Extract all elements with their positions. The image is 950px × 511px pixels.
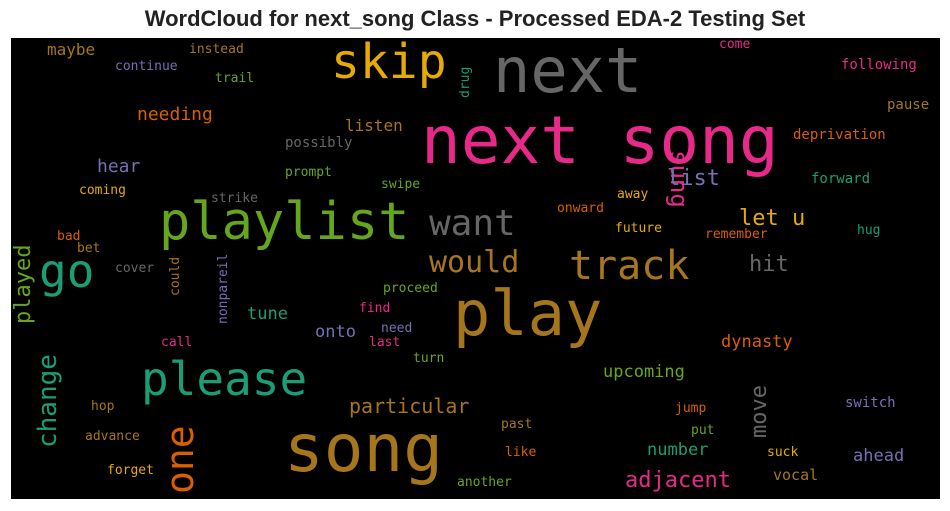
cloud-word-switch: switch — [845, 395, 896, 411]
cloud-word-bad: bad — [57, 229, 81, 244]
cloud-word-coming: coming — [79, 183, 126, 198]
cloud-word-hug: hug — [857, 223, 881, 238]
cloud-word-drug: drug — [458, 66, 473, 98]
cloud-word-onto: onto — [315, 322, 356, 342]
cloud-word-another: another — [457, 475, 512, 490]
cloud-word-continue: continue — [115, 59, 178, 74]
cloud-word-jump: jump — [675, 401, 707, 416]
cloud-word-next: next — [493, 38, 643, 107]
cloud-word-prompt: prompt — [285, 165, 332, 180]
word-cloud-canvas: next song next song play playlist please skip g… — [11, 38, 940, 499]
cloud-word-future: future — [615, 221, 662, 236]
cloud-word-would: would — [429, 245, 520, 280]
cloud-word-let-u: let u — [739, 206, 806, 231]
cloud-word-next-song: next song — [421, 102, 779, 179]
cloud-word-change: change — [33, 354, 63, 448]
cloud-word-played: played — [11, 244, 36, 324]
chart-title: WordCloud for next_song Class - Processe… — [144, 6, 806, 31]
cloud-word-please: please — [141, 352, 308, 406]
cloud-word-away: away — [617, 187, 649, 202]
cloud-word-forward: forward — [811, 171, 871, 187]
cloud-word-put: put — [691, 423, 715, 438]
cloud-word-song: song — [284, 410, 443, 487]
cloud-word-come: come — [719, 38, 751, 52]
cloud-word-bet: bet — [77, 241, 101, 256]
cloud-word-forget: forget — [107, 463, 154, 478]
cloud-word-find: find — [359, 301, 391, 316]
cloud-word-need: need — [381, 321, 413, 336]
cloud-word-list: list — [667, 166, 720, 191]
cloud-word-dynasty: dynasty — [721, 332, 793, 352]
cloud-word-swipe: swipe — [381, 177, 421, 192]
cloud-word-move: move — [747, 385, 772, 438]
cloud-word-skip: skip — [331, 38, 447, 90]
cloud-word-upcoming: upcoming — [603, 362, 685, 382]
cloud-word-remember: remember — [705, 227, 768, 242]
cloud-word-strike: strike — [211, 191, 258, 206]
cloud-word-suck: suck — [767, 445, 799, 460]
cloud-word-play: play — [453, 277, 603, 350]
cloud-word-onward: onward — [557, 201, 604, 216]
cloud-word-go: go — [39, 244, 95, 298]
cloud-word-deprivation: deprivation — [793, 127, 886, 143]
cloud-word-pause: pause — [887, 97, 930, 113]
cloud-word-hear: hear — [97, 156, 141, 177]
cloud-word-track: track — [569, 243, 690, 289]
cloud-word-listen: listen — [345, 116, 403, 135]
cloud-word-number: number — [647, 440, 709, 460]
cloud-word-hit: hit — [749, 252, 789, 277]
cloud-word-possibly: possibly — [285, 135, 353, 151]
cloud-word-vocal: vocal — [773, 466, 819, 484]
cloud-word-could: could — [168, 256, 183, 296]
cloud-word-turn: turn — [413, 351, 445, 366]
cloud-word-maybe: maybe — [47, 40, 96, 59]
cloud-word-tune: tune — [247, 304, 288, 324]
cloud-word-past: past — [501, 417, 533, 432]
cloud-word-ahead: ahead — [853, 446, 905, 466]
cloud-word-last: last — [369, 335, 401, 350]
cloud-word-want: want — [429, 203, 516, 244]
cloud-word-like: like — [505, 445, 537, 460]
cloud-word-trail: trail — [215, 71, 255, 86]
cloud-word-nonpareil: nonpareil — [216, 253, 231, 324]
cloud-word-cover: cover — [115, 261, 155, 276]
cloud-word-particular: particular — [349, 394, 470, 418]
cloud-word-call: call — [161, 335, 193, 350]
cloud-word-adjacent: adjacent — [625, 468, 731, 493]
cloud-word-instead: instead — [189, 42, 244, 57]
cloud-word-advance: advance — [85, 429, 140, 444]
cloud-word-needing: needing — [137, 104, 213, 125]
cloud-word-playlist: playlist — [159, 192, 410, 252]
cloud-word-proceed: proceed — [383, 281, 438, 296]
cloud-word-hop: hop — [91, 399, 115, 414]
cloud-word-one: one — [158, 425, 202, 494]
cloud-word-following: following — [841, 57, 917, 73]
